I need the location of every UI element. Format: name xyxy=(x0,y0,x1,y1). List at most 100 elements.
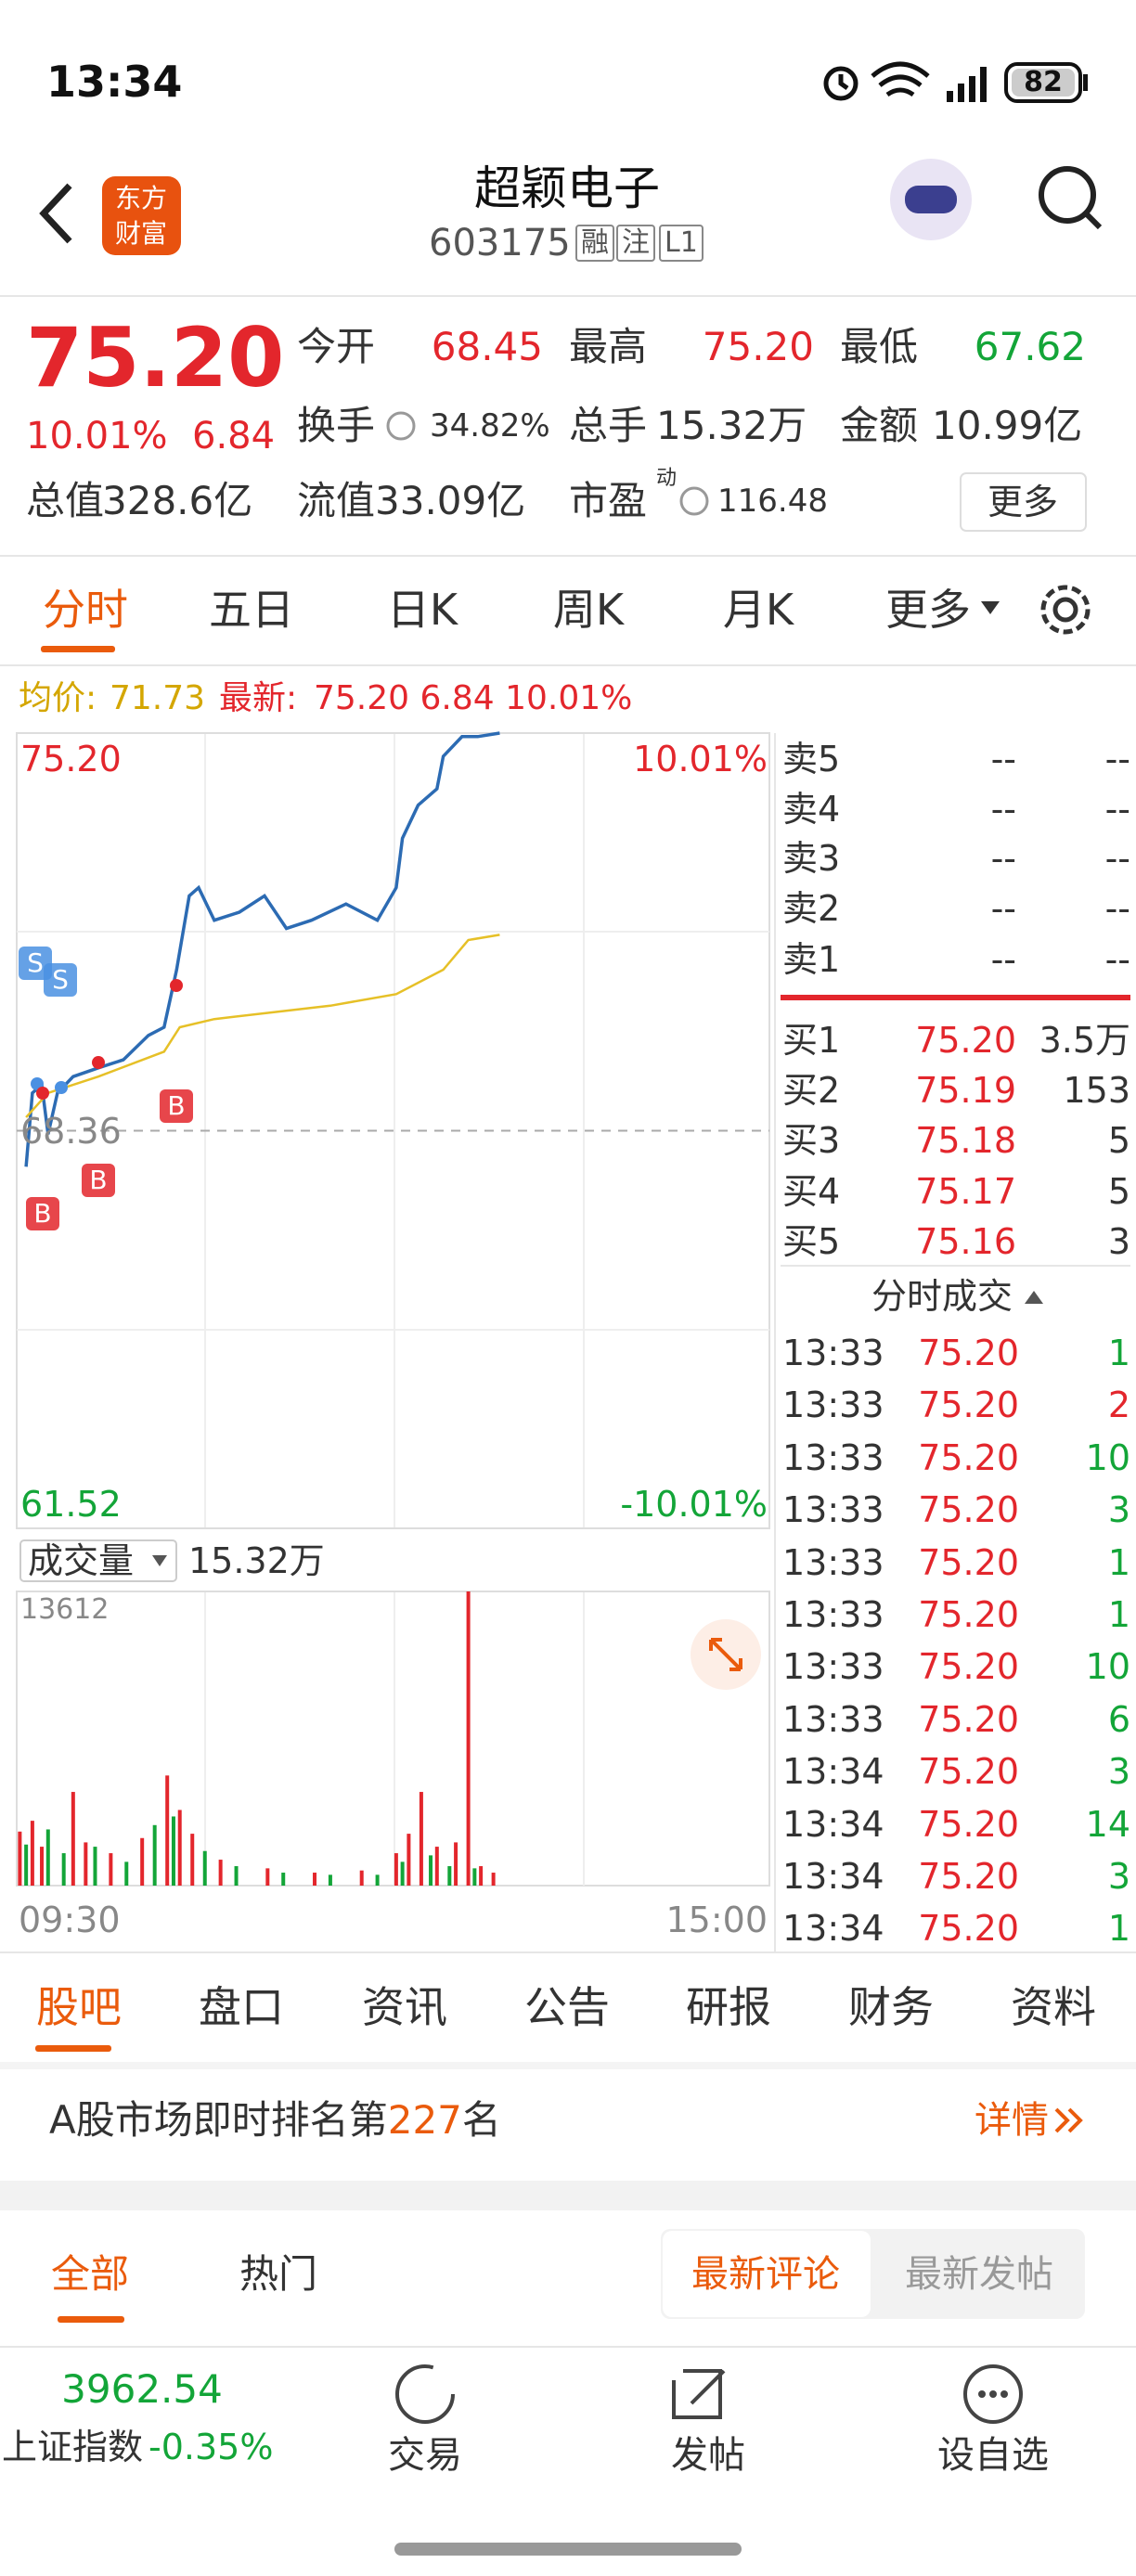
stat-value: 68.45 xyxy=(431,324,543,369)
chart-tab[interactable]: 更多 xyxy=(885,585,971,635)
trade-time: 13:33 xyxy=(782,1698,884,1740)
tab-underline xyxy=(58,2316,124,2323)
volume-bar xyxy=(394,1853,398,1886)
rank-prefix: A股市场即时排名第 xyxy=(49,2097,388,2143)
trade-time: 13:33 xyxy=(782,1646,884,1688)
trade-price: 75.20 xyxy=(918,1333,1019,1373)
book-vol: 153 xyxy=(1063,1070,1130,1111)
index-name[interactable]: 上证指数 xyxy=(2,2427,144,2467)
logo[interactable] xyxy=(102,176,181,255)
volume-bar xyxy=(61,1853,66,1886)
filter-tab[interactable]: 全部 xyxy=(50,2251,130,2297)
book-vol: 3 xyxy=(1107,1221,1130,1262)
section-tab[interactable]: 研报 xyxy=(686,1982,771,2032)
book-vol: -- xyxy=(1104,939,1130,980)
volume-selector[interactable] xyxy=(19,1539,177,1582)
nav-item[interactable]: 设自选 xyxy=(937,2434,1049,2477)
trade-dot xyxy=(36,1087,49,1100)
sort-option[interactable]: 最新评论 xyxy=(691,2253,840,2296)
volume-bar xyxy=(165,1775,170,1886)
section-tab[interactable]: 股吧 xyxy=(36,1982,122,2032)
avatar-face xyxy=(905,186,957,213)
trade-vol: 10 xyxy=(1085,1436,1130,1478)
volume-bar xyxy=(71,1792,75,1886)
search-button[interactable] xyxy=(1039,166,1103,230)
x-tick-label: 09:30 xyxy=(19,1900,121,1940)
stock-name: 超颖电子 xyxy=(474,161,660,215)
chart-tab[interactable]: 周K xyxy=(552,585,625,635)
volume-bar xyxy=(190,1834,195,1886)
book-label: 买5 xyxy=(782,1221,841,1262)
book-price: 75.19 xyxy=(915,1070,1016,1111)
rank-link[interactable]: 详情 xyxy=(975,2099,1049,2142)
signal xyxy=(947,67,987,102)
book-vol: 5 xyxy=(1107,1171,1130,1212)
book-label: 买1 xyxy=(782,1020,841,1061)
chart-tab[interactable]: 日K xyxy=(386,585,458,635)
rank-text[interactable]: A股市场即时排名第227名 xyxy=(49,2101,501,2140)
volume-bar xyxy=(491,1873,496,1886)
latest-label: 最新: xyxy=(219,679,298,717)
trade-time: 13:33 xyxy=(782,1541,884,1583)
section-tab[interactable]: 财务 xyxy=(848,1982,934,2032)
status-icons xyxy=(823,61,1088,103)
y-tick-label: 61.52 xyxy=(20,1484,122,1525)
book-label: 卖1 xyxy=(782,939,841,980)
avg-label: 均价: xyxy=(19,679,97,717)
latest-value: 75.20 6.84 10.01% xyxy=(314,679,633,717)
trade-vol: 3 xyxy=(1107,1489,1130,1531)
status-time: 13:34 xyxy=(46,57,183,107)
stat-label: 最低 xyxy=(840,324,919,369)
trade-time: 13:34 xyxy=(782,1908,884,1950)
trade-price: 75.20 xyxy=(918,1751,1019,1793)
trade-marker-label: B xyxy=(167,1090,186,1121)
trade-marker xyxy=(44,963,77,997)
chart-tab[interactable]: 分时 xyxy=(43,585,128,635)
more-button[interactable] xyxy=(960,472,1087,532)
back-button[interactable] xyxy=(39,183,72,244)
home-indicator xyxy=(394,2543,742,2556)
toggle-active[interactable] xyxy=(663,2231,871,2317)
chevrons xyxy=(1054,2107,1083,2133)
index-value[interactable]: 3962.54 xyxy=(61,2366,223,2412)
section-tab[interactable]: 资料 xyxy=(1011,1982,1096,2032)
nav-item[interactable]: 交易 xyxy=(388,2434,462,2477)
trade-marker-label: B xyxy=(89,1165,108,1195)
trade-time: 13:33 xyxy=(782,1594,884,1635)
book-vol: -- xyxy=(1104,789,1130,830)
volume-title[interactable]: 成交量 xyxy=(28,1540,135,1581)
volume-bar xyxy=(466,1591,471,1886)
stat-value: 10.99亿 xyxy=(932,403,1083,448)
section-tab[interactable]: 公告 xyxy=(524,1982,610,2032)
settings-button[interactable] xyxy=(1040,585,1091,635)
stat-sup: 动 xyxy=(656,467,678,490)
book-vol: 3.5万 xyxy=(1039,1020,1130,1061)
nav-icons xyxy=(395,2364,1023,2424)
book-vol: 5 xyxy=(1107,1120,1130,1161)
trade-time: 13:34 xyxy=(782,1856,884,1897)
sort-option[interactable]: 最新发帖 xyxy=(905,2253,1053,2296)
filter-tab[interactable]: 热门 xyxy=(239,2251,318,2297)
trade-marker xyxy=(82,1164,115,1197)
chart-tab[interactable]: 月K xyxy=(722,585,794,635)
volume-bar xyxy=(472,1868,477,1886)
section-tab[interactable]: 盘口 xyxy=(199,1982,284,2032)
trade-price: 75.20 xyxy=(918,1385,1019,1426)
nav-item[interactable]: 发帖 xyxy=(671,2434,745,2477)
section-tab[interactable]: 资讯 xyxy=(362,1982,447,2032)
stock-tag: 融 xyxy=(575,225,614,262)
more-label[interactable]: 更多 xyxy=(987,482,1059,522)
chart-tab[interactable]: 五日 xyxy=(209,585,294,635)
stat-value: 15.32万 xyxy=(656,403,807,448)
y-tick-label: 68.36 xyxy=(20,1110,122,1152)
trade-time: 13:33 xyxy=(782,1385,884,1426)
trade-time: 13:33 xyxy=(782,1489,884,1531)
volume-bar xyxy=(313,1873,317,1886)
trade-time: 13:34 xyxy=(782,1751,884,1793)
band xyxy=(0,2062,1136,2069)
stat-label: 流值 xyxy=(297,478,376,523)
trades-title[interactable]: 分时成交 xyxy=(871,1276,1013,1317)
